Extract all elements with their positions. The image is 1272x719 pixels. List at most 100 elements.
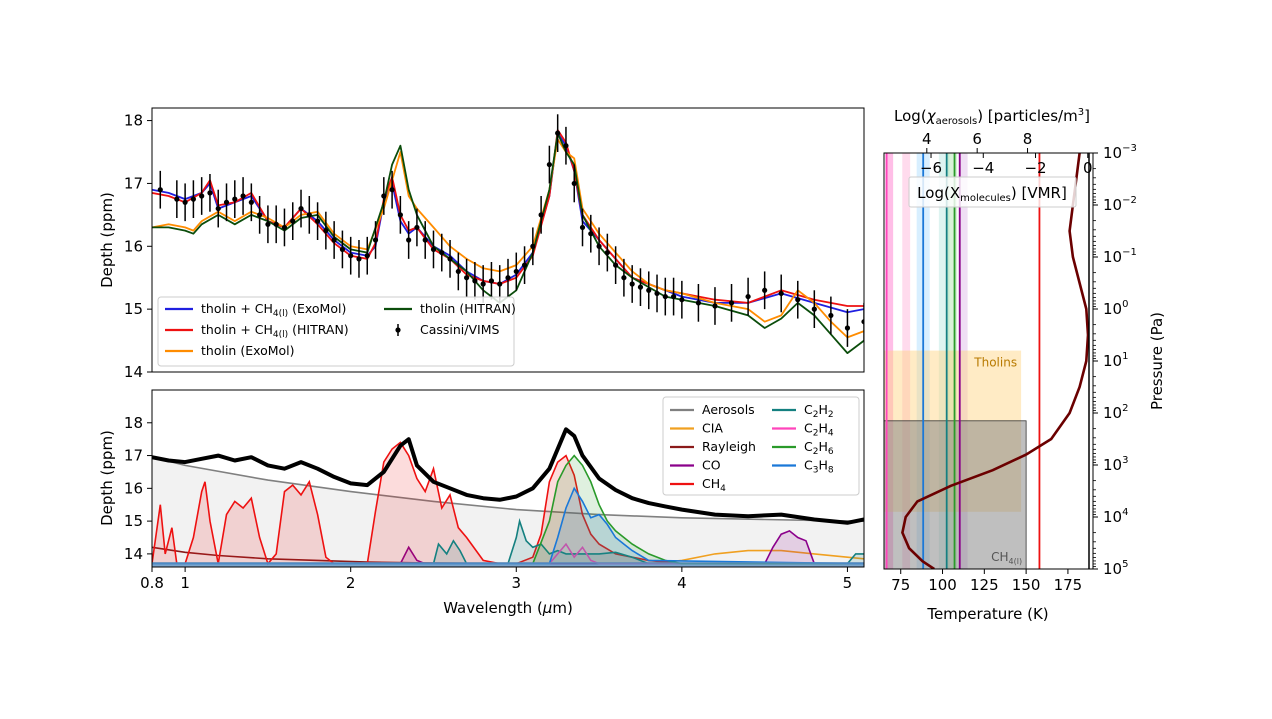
temperature-axis-label: Temperature (K) bbox=[926, 605, 1048, 623]
top-legend-label: tholin (HITRAN) bbox=[420, 301, 516, 316]
observed-point bbox=[273, 221, 279, 227]
observed-point bbox=[406, 237, 412, 243]
observed-point bbox=[530, 243, 536, 249]
x-tick-label: 3 bbox=[512, 574, 522, 592]
observed-point bbox=[348, 253, 354, 259]
observed-point bbox=[215, 205, 221, 212]
observed-point bbox=[646, 287, 652, 293]
observed-point bbox=[439, 249, 445, 256]
observed-point bbox=[596, 243, 602, 249]
atmosphere-profile-panel: Tholins CH4(l) 75 100 125 150 175 10−3 10−2 10−… bbox=[883, 107, 1166, 623]
spectrum-top-panel: 14 15 16 17 18 Depth (ppm) tholin + CH4(l) (… bbox=[98, 107, 865, 381]
top-legend-label: Cassini/VIMS bbox=[420, 322, 500, 337]
bottom-y-tick-label: 14 bbox=[124, 545, 143, 563]
aerosol-tick-label: 6 bbox=[972, 130, 982, 148]
observed-point bbox=[314, 218, 321, 224]
observed-point bbox=[257, 212, 263, 218]
legend-marker-point bbox=[395, 327, 401, 333]
observed-point bbox=[464, 275, 470, 281]
pressure-tick-label: 10−2 bbox=[1103, 195, 1137, 214]
bottom-axes-frame bbox=[151, 389, 865, 568]
pressure-tick-label: 102 bbox=[1103, 403, 1128, 422]
observed-point bbox=[356, 256, 362, 262]
pressure-tick-label: 100 bbox=[1103, 299, 1128, 318]
observed-point bbox=[861, 319, 864, 325]
bottom-series-line-4 bbox=[152, 441, 864, 566]
vmr-tick-label: −2 bbox=[1024, 159, 1046, 177]
observed-point bbox=[306, 212, 312, 218]
observed-point bbox=[364, 253, 370, 259]
vmr-uncertainty-band bbox=[938, 153, 950, 569]
vmr-tick-label: 0 bbox=[1083, 159, 1093, 177]
bottom-legend-label: Rayleigh bbox=[702, 439, 756, 454]
bottom-legend-label: C3H8 bbox=[804, 458, 834, 476]
observed-point bbox=[207, 190, 213, 196]
bottom-y-tick-label: 15 bbox=[124, 512, 143, 530]
vmr-uncertainty-band bbox=[885, 153, 894, 569]
observed-point bbox=[223, 199, 230, 205]
observed-point bbox=[232, 196, 238, 202]
bottom-legend-label: CO bbox=[702, 458, 721, 473]
observed-point bbox=[521, 262, 528, 268]
bottom-series-fill-4 bbox=[152, 442, 864, 564]
observed-point bbox=[248, 199, 254, 205]
observed-point bbox=[546, 161, 552, 168]
top-axes-frame bbox=[151, 107, 865, 373]
observed-point bbox=[571, 180, 577, 187]
temperature-profile-line bbox=[901, 153, 1090, 569]
bottom-legend-label: CIA bbox=[702, 421, 723, 436]
observed-point bbox=[844, 325, 851, 331]
x-tick-label: 4 bbox=[677, 574, 687, 592]
vmr-tick-label: −4 bbox=[972, 159, 994, 177]
bottom-legend-label: CH4 bbox=[702, 476, 726, 494]
observed-data bbox=[157, 114, 864, 347]
observed-point bbox=[488, 278, 495, 284]
top-legend: tholin + CH4(l) (ExoMol) tholin + CH4(l) … bbox=[157, 296, 516, 367]
vmr-axis-label-box: Log(Xmolecules) [VMR] bbox=[908, 176, 1077, 208]
observed-point bbox=[513, 268, 519, 275]
aerosol-tick-label: 4 bbox=[922, 130, 932, 148]
observed-point bbox=[497, 281, 503, 287]
observed-point bbox=[762, 287, 768, 293]
observed-point bbox=[447, 256, 453, 262]
observed-point bbox=[505, 275, 511, 281]
aerosol-tick-label: 8 bbox=[1023, 130, 1033, 148]
observed-point bbox=[389, 187, 395, 193]
observed-point bbox=[455, 268, 461, 275]
observed-point bbox=[695, 300, 702, 306]
pressure-tick-label: 105 bbox=[1103, 559, 1128, 578]
observed-point bbox=[778, 290, 784, 297]
observed-point bbox=[745, 293, 751, 300]
x-tick-label: 2 bbox=[346, 574, 356, 592]
pressure-tick-label: 10−3 bbox=[1103, 143, 1137, 162]
ch4-liquid-label: CH4(l) bbox=[991, 550, 1022, 566]
observed-point bbox=[331, 237, 337, 243]
vmr-uncertainty-band bbox=[948, 153, 958, 569]
observed-point bbox=[811, 306, 817, 312]
observed-point bbox=[621, 275, 627, 281]
bottom-y-tick-label: 16 bbox=[124, 479, 143, 497]
observed-point bbox=[414, 224, 420, 231]
contribution-bottom-panel: 14 15 16 17 18 0.8 1 2 3 4 5 Depth (ppm) Waveleng… bbox=[98, 389, 865, 617]
observed-point bbox=[182, 199, 188, 205]
vmr-uncertainty-band bbox=[902, 153, 911, 569]
observed-point bbox=[670, 293, 677, 300]
observed-point bbox=[281, 224, 288, 231]
x-tick-label: 0.8 bbox=[140, 574, 164, 592]
temperature-tick-label: 150 bbox=[1012, 576, 1041, 594]
observed-point bbox=[728, 300, 735, 306]
top-y-tick-label: 15 bbox=[124, 300, 143, 318]
observed-point bbox=[157, 187, 163, 193]
observed-point bbox=[240, 193, 246, 199]
pressure-tick-label: 101 bbox=[1103, 351, 1128, 370]
bottom-series-line-8 bbox=[152, 486, 864, 565]
observed-point bbox=[828, 312, 834, 319]
top-y-tick-label: 18 bbox=[124, 112, 143, 130]
top-y-axis-label: Depth (ppm) bbox=[98, 192, 116, 288]
bottom-legend-label: C2H2 bbox=[804, 402, 834, 420]
pressure-tick-label: 104 bbox=[1103, 507, 1128, 526]
bottom-total-line bbox=[152, 427, 864, 525]
observed-point bbox=[381, 193, 387, 199]
x-tick-label: 5 bbox=[843, 574, 853, 592]
